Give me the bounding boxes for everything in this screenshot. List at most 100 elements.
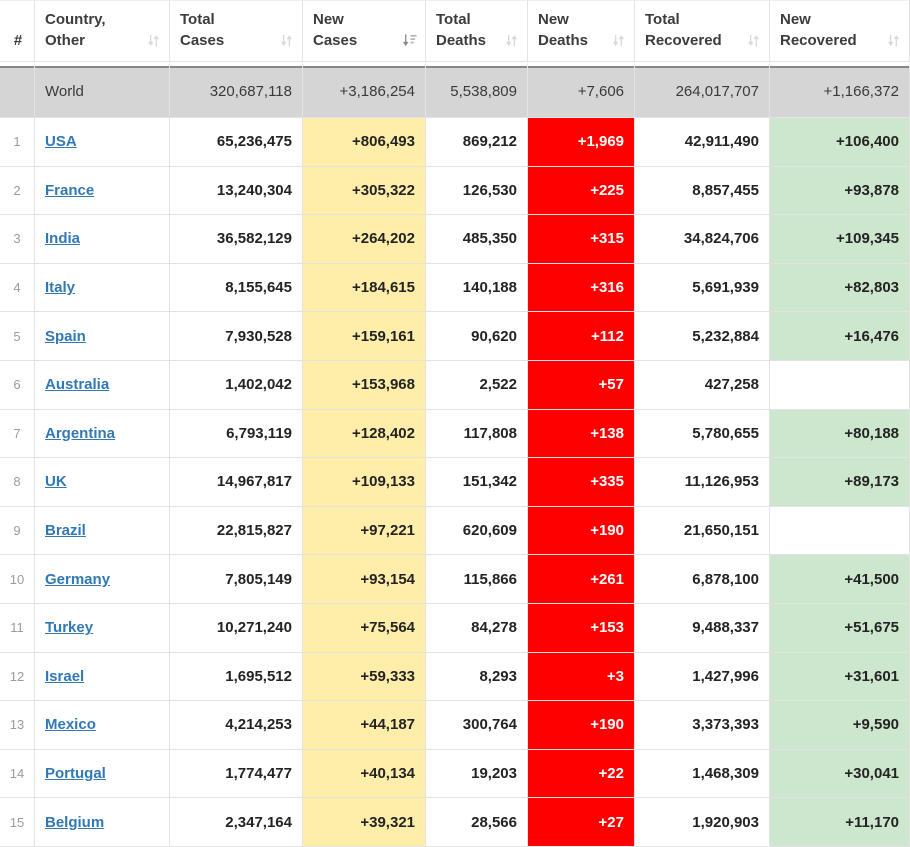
row-rank: 11 — [0, 603, 35, 653]
row-rank: 12 — [0, 652, 35, 702]
total-deaths-cell: 126,530 — [426, 166, 528, 216]
new-deaths-cell: +316 — [528, 263, 635, 313]
column-label-line1: New — [313, 11, 344, 28]
country-cell: Spain — [35, 312, 170, 361]
new-recovered-cell: +16,476 — [770, 312, 910, 361]
total-deaths-cell: 19,203 — [426, 749, 528, 799]
row-rank: 2 — [0, 166, 35, 216]
new-deaths-cell: +57 — [528, 360, 635, 410]
total-recovered-cell: 6,878,100 — [635, 555, 770, 604]
country-cell: Brazil — [35, 506, 170, 556]
total-cases-cell: 7,930,528 — [170, 312, 303, 361]
column-header-total_cases[interactable]: Total Cases — [170, 0, 303, 62]
country-link[interactable]: Italy — [45, 279, 76, 297]
country-row: 3 India 36,582,129 +264,202 485,350 +315 34,82… — [0, 215, 910, 264]
column-label-line2: Cases — [313, 32, 358, 49]
total-deaths-cell: 485,350 — [426, 215, 528, 264]
country-link[interactable]: Germany — [45, 570, 111, 588]
column-label-line1: New — [780, 11, 811, 28]
new-cases-cell: +184,615 — [303, 263, 426, 313]
row-rank: 3 — [0, 215, 35, 264]
country-link[interactable]: Portugal — [45, 765, 106, 783]
sort-both-icon — [611, 33, 626, 48]
total-deaths-cell: 620,609 — [426, 506, 528, 556]
total-recovered-cell: 21,650,151 — [635, 506, 770, 556]
new-deaths-cell: +315 — [528, 215, 635, 264]
new-recovered-cell — [770, 506, 910, 556]
country-row: 12 Israel 1,695,512 +59,333 8,293 +3 1,427,996… — [0, 652, 910, 702]
column-header-new_cases[interactable]: New Cases — [303, 0, 426, 62]
country-link[interactable]: Argentina — [45, 424, 116, 442]
column-label-line1: Total — [436, 11, 471, 28]
column-header-rank[interactable]: # — [0, 0, 35, 62]
new-recovered-cell: +9,590 — [770, 701, 910, 750]
new-recovered-cell: +51,675 — [770, 603, 910, 653]
row-rank: 13 — [0, 701, 35, 750]
column-label-line1: New — [538, 11, 569, 28]
total-deaths-cell: 90,620 — [426, 312, 528, 361]
new-recovered-cell: +11,170 — [770, 798, 910, 847]
country-row: 7 Argentina 6,793,119 +128,402 117,808 +138 5,… — [0, 409, 910, 459]
country-link[interactable]: France — [45, 181, 95, 199]
total-deaths-cell: 2,522 — [426, 360, 528, 410]
total-cases-cell: 6,793,119 — [170, 409, 303, 459]
total-deaths-cell: 5,538,809 — [426, 62, 528, 118]
new-deaths-cell: +7,606 — [528, 62, 635, 118]
country-cell: Turkey — [35, 603, 170, 653]
total-recovered-cell: 5,232,884 — [635, 312, 770, 361]
new-cases-cell: +97,221 — [303, 506, 426, 556]
new-cases-cell: +153,968 — [303, 360, 426, 410]
column-header-total_deaths[interactable]: Total Deaths — [426, 0, 528, 62]
total-cases-cell: 22,815,827 — [170, 506, 303, 556]
column-header-new_deaths[interactable]: New Deaths — [528, 0, 635, 62]
country-row: 8 UK 14,967,817 +109,133 151,342 +335 11,126,9… — [0, 458, 910, 507]
country-link[interactable]: Australia — [45, 376, 110, 394]
total-cases-cell: 1,695,512 — [170, 652, 303, 702]
new-recovered-cell: +109,345 — [770, 215, 910, 264]
new-deaths-cell: +190 — [528, 506, 635, 556]
total-deaths-cell: 115,866 — [426, 555, 528, 604]
total-recovered-cell: 11,126,953 — [635, 458, 770, 507]
column-header-total_recovered[interactable]: Total Recovered — [635, 0, 770, 62]
total-deaths-cell: 140,188 — [426, 263, 528, 313]
new-deaths-cell: +1,969 — [528, 118, 635, 167]
country-row: 10 Germany 7,805,149 +93,154 115,866 +261 6,87… — [0, 555, 910, 604]
country-cell: Portugal — [35, 749, 170, 799]
total-recovered-cell: 3,373,393 — [635, 701, 770, 750]
new-deaths-cell: +138 — [528, 409, 635, 459]
column-label-line1: Total — [645, 11, 680, 28]
country-link[interactable]: Brazil — [45, 522, 86, 540]
country-link[interactable]: Turkey — [45, 619, 94, 637]
sort-both-icon — [504, 33, 519, 48]
row-rank: 10 — [0, 555, 35, 604]
new-recovered-cell: +82,803 — [770, 263, 910, 313]
new-cases-cell: +305,322 — [303, 166, 426, 216]
column-header-new_recovered[interactable]: New Recovered — [770, 0, 910, 62]
country-link[interactable]: UK — [45, 473, 67, 491]
country-row: 11 Turkey 10,271,240 +75,564 84,278 +153 9,488… — [0, 603, 910, 653]
country-link[interactable]: Israel — [45, 667, 85, 685]
new-cases-cell: +44,187 — [303, 701, 426, 750]
column-label-line1: Country, — [45, 11, 106, 28]
new-recovered-cell: +80,188 — [770, 409, 910, 459]
total-recovered-cell: 427,258 — [635, 360, 770, 410]
country-link[interactable]: Mexico — [45, 716, 96, 734]
row-rank: 4 — [0, 263, 35, 313]
new-cases-cell: +93,154 — [303, 555, 426, 604]
column-header-country[interactable]: Country, Other — [35, 0, 170, 62]
new-deaths-cell: +22 — [528, 749, 635, 799]
new-recovered-cell: +1,166,372 — [770, 62, 910, 118]
country-link[interactable]: USA — [45, 133, 77, 151]
total-recovered-cell: 264,017,707 — [635, 62, 770, 118]
country-cell: Italy — [35, 263, 170, 313]
country-link[interactable]: India — [45, 230, 81, 248]
country-link[interactable]: Spain — [45, 327, 86, 345]
total-deaths-cell: 300,764 — [426, 701, 528, 750]
country-cell: Israel — [35, 652, 170, 702]
country-link[interactable]: Belgium — [45, 813, 105, 831]
total-deaths-cell: 84,278 — [426, 603, 528, 653]
column-label-line2: # — [13, 32, 23, 49]
total-cases-cell: 320,687,118 — [170, 62, 303, 118]
new-cases-cell: +59,333 — [303, 652, 426, 702]
